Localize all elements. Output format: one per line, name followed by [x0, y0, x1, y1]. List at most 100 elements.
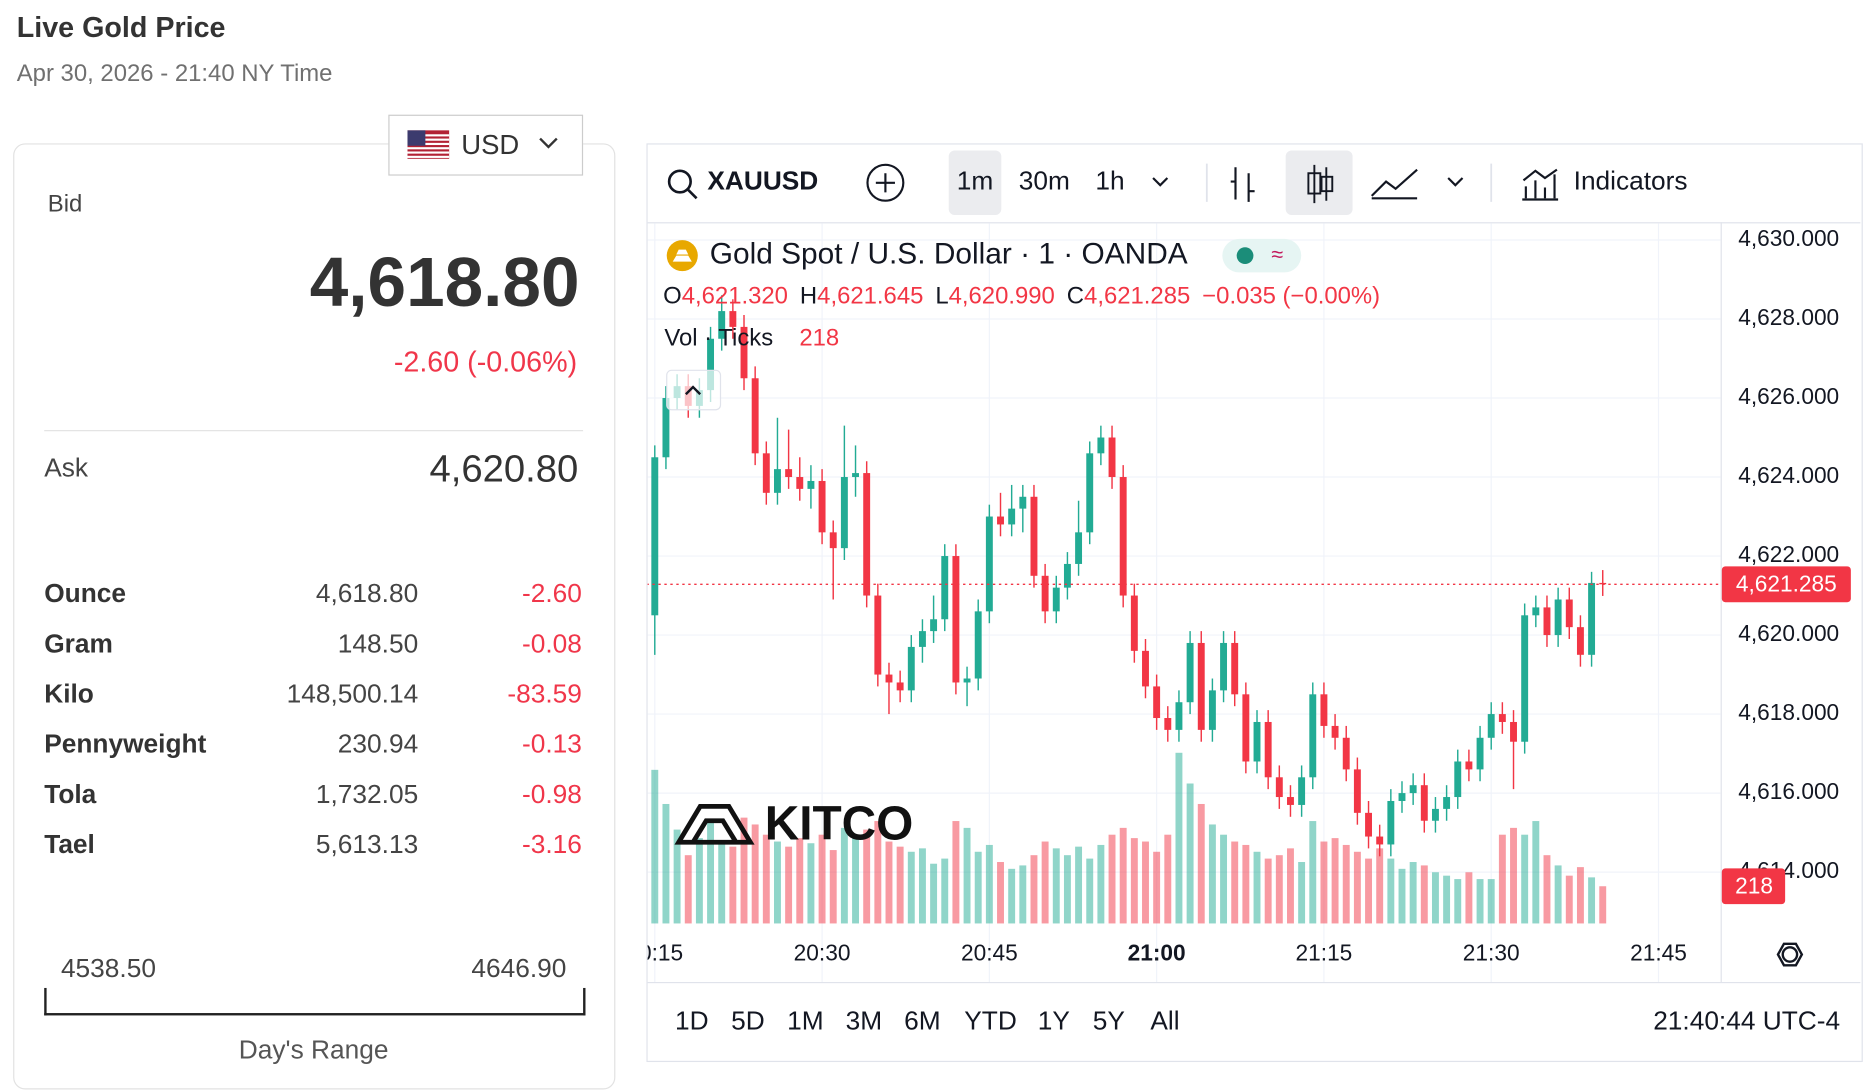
volume-badge-label: 218	[1735, 872, 1773, 898]
volume-bar	[896, 846, 904, 924]
candle-body	[774, 469, 781, 493]
volume-bar	[930, 863, 938, 924]
interval-button[interactable]: 30m	[1019, 166, 1070, 196]
volume-bar	[852, 838, 859, 924]
volume-bar	[1398, 868, 1406, 924]
volume-legend: Vol · Ticks	[664, 325, 773, 352]
candle-body	[1175, 702, 1183, 730]
x-tick-label: 20:45	[961, 940, 1018, 966]
candle-body	[1130, 595, 1138, 651]
volume-bar	[918, 848, 926, 924]
candle-body	[997, 516, 1004, 525]
unit-price: 4,618.80	[315, 578, 419, 609]
volume-bar	[740, 817, 748, 924]
candle-body	[785, 469, 793, 478]
unit-price: 148,500.14	[286, 678, 419, 709]
candle-body	[1142, 650, 1149, 687]
volume-bar	[829, 850, 837, 924]
range-button[interactable]: 5D	[731, 1006, 765, 1036]
volume-bar	[1186, 783, 1194, 924]
volume-bar	[1264, 858, 1272, 924]
range-button[interactable]: All	[1150, 1006, 1179, 1036]
unit-price: 230.94	[337, 728, 419, 759]
currency-label: USD	[461, 129, 520, 161]
volume-bar	[1409, 862, 1417, 924]
range-buttons: 1D 5D 1M 3M 6M YTD 1Y 5Y All	[675, 1006, 1180, 1036]
ohlc-value: 4,620.990	[949, 283, 1055, 310]
x-tick-label: 21:15	[1296, 940, 1353, 966]
volume-bar	[807, 843, 815, 924]
volume-bar	[1108, 834, 1116, 924]
interval-button[interactable]: 1h	[1095, 166, 1124, 196]
unit-name: Kilo	[44, 678, 94, 709]
status-pill[interactable]	[1222, 238, 1302, 273]
range-button[interactable]: YTD	[964, 1006, 1017, 1036]
market-status	[1236, 247, 1254, 265]
range-button[interactable]: 3M	[846, 1006, 883, 1036]
ohlc-legend: O4,621.320 H4,621.645 L4,620.990 C4,621.285…	[663, 283, 1380, 310]
ohlc-key: O	[663, 283, 682, 310]
volume-bar	[1576, 867, 1584, 924]
price-axis-border	[1720, 222, 1722, 982]
candle-body	[1342, 737, 1350, 770]
chart-svg: XAUUSD Indicators 20:15 20:30 20:45 21:00 21…	[647, 163, 1851, 1036]
volume-bar	[1275, 855, 1283, 924]
volume-bar	[863, 829, 871, 924]
volume-bar	[762, 834, 770, 924]
intervals: 1m 30m 1h	[957, 166, 1125, 196]
volume-badge	[1721, 868, 1786, 905]
range-button[interactable]: 6M	[904, 1006, 941, 1036]
candle-body	[1465, 761, 1473, 770]
volume-bar	[1130, 838, 1138, 924]
volume-bar	[684, 855, 692, 924]
x-tick-label: 21:30	[1463, 940, 1520, 966]
candle-body	[863, 473, 871, 596]
volume-bar	[1075, 846, 1083, 924]
unit-price: 1,732.05	[315, 778, 419, 809]
range-button[interactable]: 1D	[675, 1006, 709, 1036]
candle-body	[1287, 797, 1294, 805]
volume-bar	[840, 827, 848, 924]
y-tick-label: 4,622.000	[1738, 541, 1839, 567]
footer-divider	[647, 981, 1861, 984]
volume-bar	[1309, 821, 1317, 924]
collapse-button[interactable]	[666, 369, 722, 411]
volume-bar	[1521, 834, 1529, 924]
candles	[647, 295, 1721, 857]
candle-body	[1331, 725, 1339, 738]
candle-body	[1264, 721, 1272, 778]
volume-bar	[1588, 877, 1596, 924]
legend-title: Gold Spot / U.S. Dollar · 1 · OANDA	[710, 238, 1188, 271]
candle-body	[1220, 642, 1228, 691]
interval-button[interactable]: 1m	[957, 166, 994, 196]
volume-bar	[695, 838, 703, 924]
ohlc-change: −0.035 (−0.00%)	[1202, 283, 1380, 310]
candle-body	[1376, 836, 1384, 845]
currency-select[interactable]: USD	[388, 114, 584, 176]
candle-body	[1063, 563, 1071, 588]
volume-bar	[1063, 855, 1071, 924]
price-badge-label: 4,621.285	[1736, 570, 1837, 596]
candle-body	[1231, 642, 1239, 695]
volume-bar	[1052, 848, 1060, 924]
volume-bar	[985, 844, 993, 924]
indicators-button[interactable]: Indicators	[1574, 166, 1688, 196]
volume-bar	[1175, 752, 1183, 924]
candle-body	[651, 457, 659, 616]
range-button[interactable]: 5Y	[1093, 1006, 1125, 1036]
unit-price: 148.50	[337, 628, 419, 659]
range-bar	[44, 987, 586, 1016]
range-button[interactable]: 1Y	[1038, 1006, 1070, 1036]
range-button[interactable]: 1M	[787, 1006, 824, 1036]
x-tick-label: 20:30	[794, 940, 851, 966]
candle-body	[1197, 642, 1205, 730]
settings-icon[interactable]	[1776, 942, 1804, 967]
y-tick-label: 4,618.000	[1738, 699, 1839, 725]
candle-body	[762, 453, 770, 493]
timestamp: Apr 30, 2026 - 21:40 NY Time	[16, 60, 333, 88]
candle-body	[729, 311, 737, 327]
ohlc-value: 4,621.645	[817, 283, 923, 310]
toolbar-icons	[667, 163, 1559, 204]
volume-bar	[1365, 858, 1372, 924]
symbol[interactable]: XAUUSD	[707, 166, 818, 196]
